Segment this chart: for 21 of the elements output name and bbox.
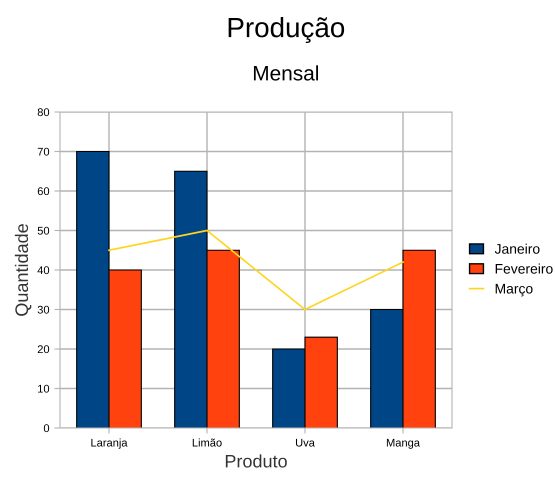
chart-subtitle: Mensal [254, 65, 318, 81]
line-series [108, 230, 404, 310]
legend-label: Março [496, 284, 533, 296]
legend-label: Fevereiro [496, 263, 553, 274]
y-tick-label: 70 [38, 148, 50, 156]
x-tick-label: Laranja [91, 438, 128, 449]
x-tick-label: Manga [386, 438, 420, 449]
y-axis-title: Quantidade [14, 224, 32, 316]
x-tick-label: Uva [296, 438, 315, 447]
y-tick-label: 0 [44, 424, 50, 432]
y-tick-label: 10 [38, 384, 50, 393]
chart-title: Produção [228, 16, 344, 44]
y-tick-label: 60 [38, 187, 50, 196]
x-tick-label: Limão [192, 438, 222, 447]
y-tick-label: 30 [38, 306, 50, 314]
y-tick-label: 20 [38, 345, 50, 354]
y-tick-label: 50 [38, 226, 50, 235]
y-tick-label: 80 [38, 108, 50, 116]
legend-label: Janeiro [494, 244, 540, 254]
x-axis-title: Produto [226, 454, 287, 468]
y-tick-label: 40 [37, 266, 50, 274]
